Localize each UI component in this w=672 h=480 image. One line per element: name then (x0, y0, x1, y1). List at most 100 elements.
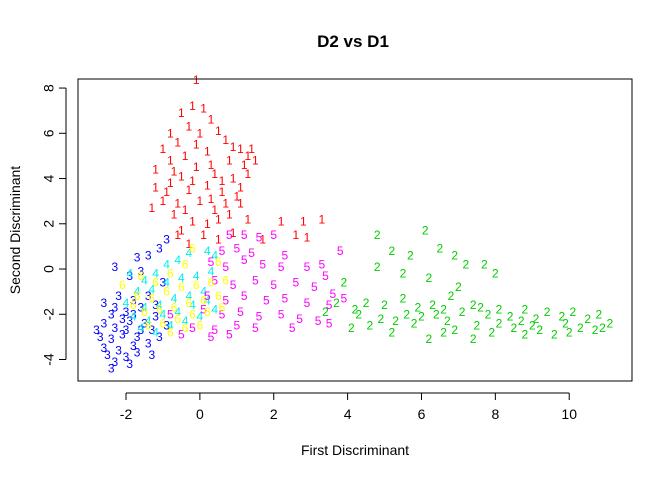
point-class-4: 4 (200, 285, 207, 299)
point-class-4: 4 (160, 307, 167, 321)
point-class-1: 1 (160, 194, 167, 208)
point-class-5: 5 (329, 287, 336, 301)
point-class-6: 6 (134, 289, 141, 303)
point-class-4: 4 (174, 305, 181, 319)
point-class-4: 4 (204, 244, 211, 258)
point-class-6: 6 (193, 278, 200, 292)
point-class-5: 5 (326, 316, 333, 330)
point-class-5: 5 (226, 228, 233, 242)
point-class-1: 1 (241, 158, 248, 172)
point-class-5: 5 (289, 321, 296, 335)
point-class-2: 2 (522, 328, 529, 342)
point-class-4: 4 (204, 294, 211, 308)
point-class-6: 6 (167, 325, 174, 339)
point-class-3: 3 (101, 341, 108, 355)
point-class-5: 5 (222, 294, 229, 308)
point-class-1: 1 (226, 208, 233, 222)
y-tick-label: 4 (41, 174, 57, 182)
point-class-1: 1 (185, 120, 192, 134)
point-class-1: 1 (293, 228, 300, 242)
point-class-1: 1 (245, 212, 252, 226)
point-class-1: 1 (208, 158, 215, 172)
point-class-6: 6 (185, 296, 192, 310)
point-class-5: 5 (278, 260, 285, 274)
point-class-2: 2 (374, 260, 381, 274)
point-class-5: 5 (189, 321, 196, 335)
point-class-3: 3 (108, 332, 115, 346)
point-class-5: 5 (200, 303, 207, 317)
x-axis-label: First Discriminant (301, 442, 409, 458)
point-class-1: 1 (230, 172, 237, 186)
x-tick-label: 4 (344, 406, 352, 422)
point-class-2: 2 (418, 310, 425, 324)
point-class-5: 5 (211, 323, 218, 337)
point-class-2: 2 (437, 242, 444, 256)
point-class-4: 4 (156, 298, 163, 312)
point-class-1: 1 (178, 106, 185, 120)
point-class-2: 2 (606, 316, 613, 330)
point-class-3: 3 (130, 294, 137, 308)
point-class-2: 2 (488, 325, 495, 339)
point-class-2: 2 (366, 319, 373, 333)
point-class-5: 5 (208, 330, 215, 344)
point-class-5: 5 (281, 248, 288, 262)
point-class-3: 3 (108, 307, 115, 321)
point-class-1: 1 (189, 215, 196, 229)
point-class-5: 5 (233, 242, 240, 256)
point-class-2: 2 (544, 305, 551, 319)
point-class-1: 1 (245, 149, 252, 163)
y-tick-label: 2 (41, 220, 57, 228)
point-class-3: 3 (137, 323, 144, 337)
point-class-4: 4 (130, 310, 137, 324)
point-class-1: 1 (222, 133, 229, 147)
point-class-6: 6 (137, 269, 144, 283)
point-class-1: 1 (197, 194, 204, 208)
point-class-3: 3 (137, 301, 144, 315)
point-class-1: 1 (278, 215, 285, 229)
point-class-3: 3 (160, 276, 167, 290)
point-class-3: 3 (141, 316, 148, 330)
point-class-3: 3 (126, 357, 133, 371)
point-class-6: 6 (163, 285, 170, 299)
point-class-3: 3 (145, 289, 152, 303)
point-class-2: 2 (378, 312, 385, 326)
point-class-1: 1 (163, 185, 170, 199)
point-class-4: 4 (163, 258, 170, 272)
point-class-2: 2 (440, 303, 447, 317)
point-class-5: 5 (226, 328, 233, 342)
point-class-5: 5 (270, 228, 277, 242)
point-class-1: 1 (193, 138, 200, 152)
point-class-3: 3 (156, 330, 163, 344)
point-class-5: 5 (219, 244, 226, 258)
point-class-4: 4 (197, 310, 204, 324)
point-class-3: 3 (163, 233, 170, 247)
point-class-1: 1 (174, 196, 181, 210)
point-class-2: 2 (496, 303, 503, 317)
point-class-1: 1 (233, 190, 240, 204)
point-class-4: 4 (208, 264, 215, 278)
point-class-3: 3 (145, 337, 152, 351)
plot-frame (77, 78, 633, 382)
point-class-2: 2 (470, 332, 477, 346)
point-class-2: 2 (403, 307, 410, 321)
point-class-2: 2 (507, 310, 514, 324)
point-class-5: 5 (208, 255, 215, 269)
point-class-1: 1 (248, 142, 255, 156)
point-class-2: 2 (592, 323, 599, 337)
point-class-4: 4 (137, 321, 144, 335)
y-tick-label: -4 (41, 353, 57, 366)
point-class-5: 5 (259, 258, 266, 272)
y-tick-label: 6 (41, 129, 57, 137)
point-class-4: 4 (193, 269, 200, 283)
point-class-5: 5 (326, 298, 333, 312)
point-class-3: 3 (123, 323, 130, 337)
point-class-5: 5 (248, 246, 255, 260)
point-class-5: 5 (318, 258, 325, 272)
point-class-6: 6 (178, 280, 185, 294)
point-class-1: 1 (149, 201, 156, 215)
point-class-2: 2 (558, 310, 565, 324)
x-tick-label: 0 (196, 406, 204, 422)
point-class-4: 4 (141, 301, 148, 315)
point-class-5: 5 (337, 244, 344, 258)
